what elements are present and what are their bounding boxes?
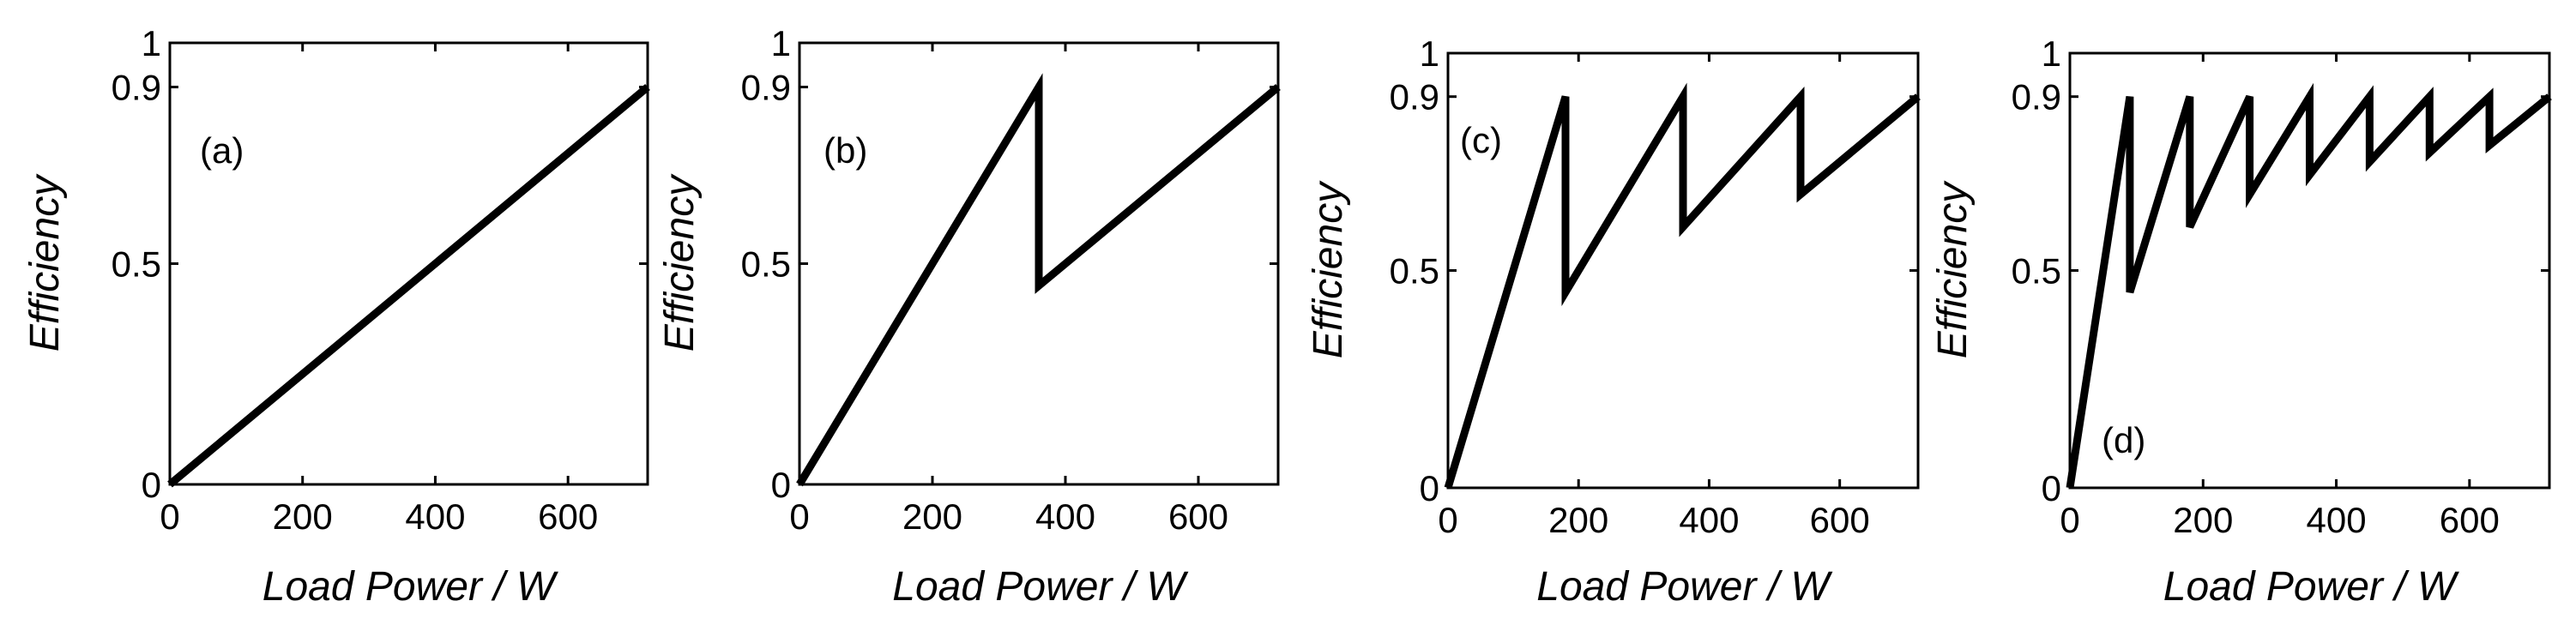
panel-4-xtick-label: 200 <box>2173 500 2233 540</box>
panel-4-label: (d) <box>2102 420 2145 460</box>
panel-3-xtick-label: 600 <box>1810 500 1870 540</box>
panel-4-ytick-label: 1 <box>2042 33 2061 74</box>
panel-3-efficiency-line <box>1444 82 1921 490</box>
panel-2-xtick-label: 0 <box>789 496 809 537</box>
panel-1-efficiency-line <box>167 84 650 488</box>
panel-3-ytick-label: 1 <box>1420 33 1439 74</box>
panel-3-xtick-label: 0 <box>1438 500 1457 540</box>
panel-1-xtick-label: 200 <box>273 496 333 537</box>
panel-1-ytick-label: 1 <box>142 23 161 63</box>
panel-2-ytick-label: 0.5 <box>741 244 791 285</box>
panel-2-ytick-label: 0 <box>771 465 791 505</box>
panel-1-ytick-label: 0.5 <box>112 244 161 285</box>
panel-1-label: (a) <box>200 130 244 171</box>
panel-4-xtick-label: 400 <box>2307 500 2367 540</box>
panel-1-ytick-label: 0.9 <box>112 68 161 108</box>
panel-2-xtick-label: 600 <box>1168 496 1228 537</box>
panel-4-ytick-label: 0 <box>2042 468 2061 508</box>
panel-3-ytick-label: 0.9 <box>1390 77 1439 117</box>
panel-3-x-axis-title: Load Power / W <box>1536 564 1833 610</box>
panel-2-xtick-label: 400 <box>1035 496 1095 537</box>
panel-4-efficiency-line <box>2066 82 2552 489</box>
panel-3-label: (c) <box>1460 120 1502 160</box>
panel-3-ytick-label: 0 <box>1420 468 1439 508</box>
panel-1-x-axis-title: Load Power / W <box>262 564 559 610</box>
panel-2-efficiency-line <box>796 73 1281 487</box>
panel-2-ytick-label: 1 <box>771 23 791 63</box>
panel-4-y-axis-title: Efficiency <box>1930 180 1976 358</box>
panel-2-y-axis-title: Efficiency <box>657 173 703 352</box>
panel-1-ytick-label: 0 <box>142 465 161 505</box>
panel-1-y-axis-title: Efficiency <box>22 173 68 352</box>
panel-1-xtick-label: 600 <box>538 496 598 537</box>
panel-1-xtick-label: 0 <box>160 496 179 537</box>
panel-4-xtick-label: 0 <box>2060 500 2079 540</box>
panel-3-xtick-label: 200 <box>1548 500 1608 540</box>
panel-3-y-axis-title: Efficiency <box>1306 180 1351 358</box>
panel-4-ytick-label: 0.9 <box>2012 77 2061 117</box>
panel-4-xtick-label: 600 <box>2440 500 2500 540</box>
panel-2-ytick-label: 0.9 <box>741 68 791 108</box>
panel-4-ytick-label: 0.5 <box>2012 251 2061 291</box>
panel-2-xtick-label: 200 <box>902 496 962 537</box>
panel-3-xtick-label: 400 <box>1679 500 1739 540</box>
panel-1-xtick-label: 400 <box>405 496 465 537</box>
panel-2-label: (b) <box>823 130 867 171</box>
panel-2-x-axis-title: Load Power / W <box>892 564 1189 610</box>
panel-3-ytick-label: 0.5 <box>1390 251 1439 291</box>
panel-4-x-axis-title: Load Power / W <box>2163 564 2460 610</box>
panel-1-plot-frame <box>168 41 649 486</box>
